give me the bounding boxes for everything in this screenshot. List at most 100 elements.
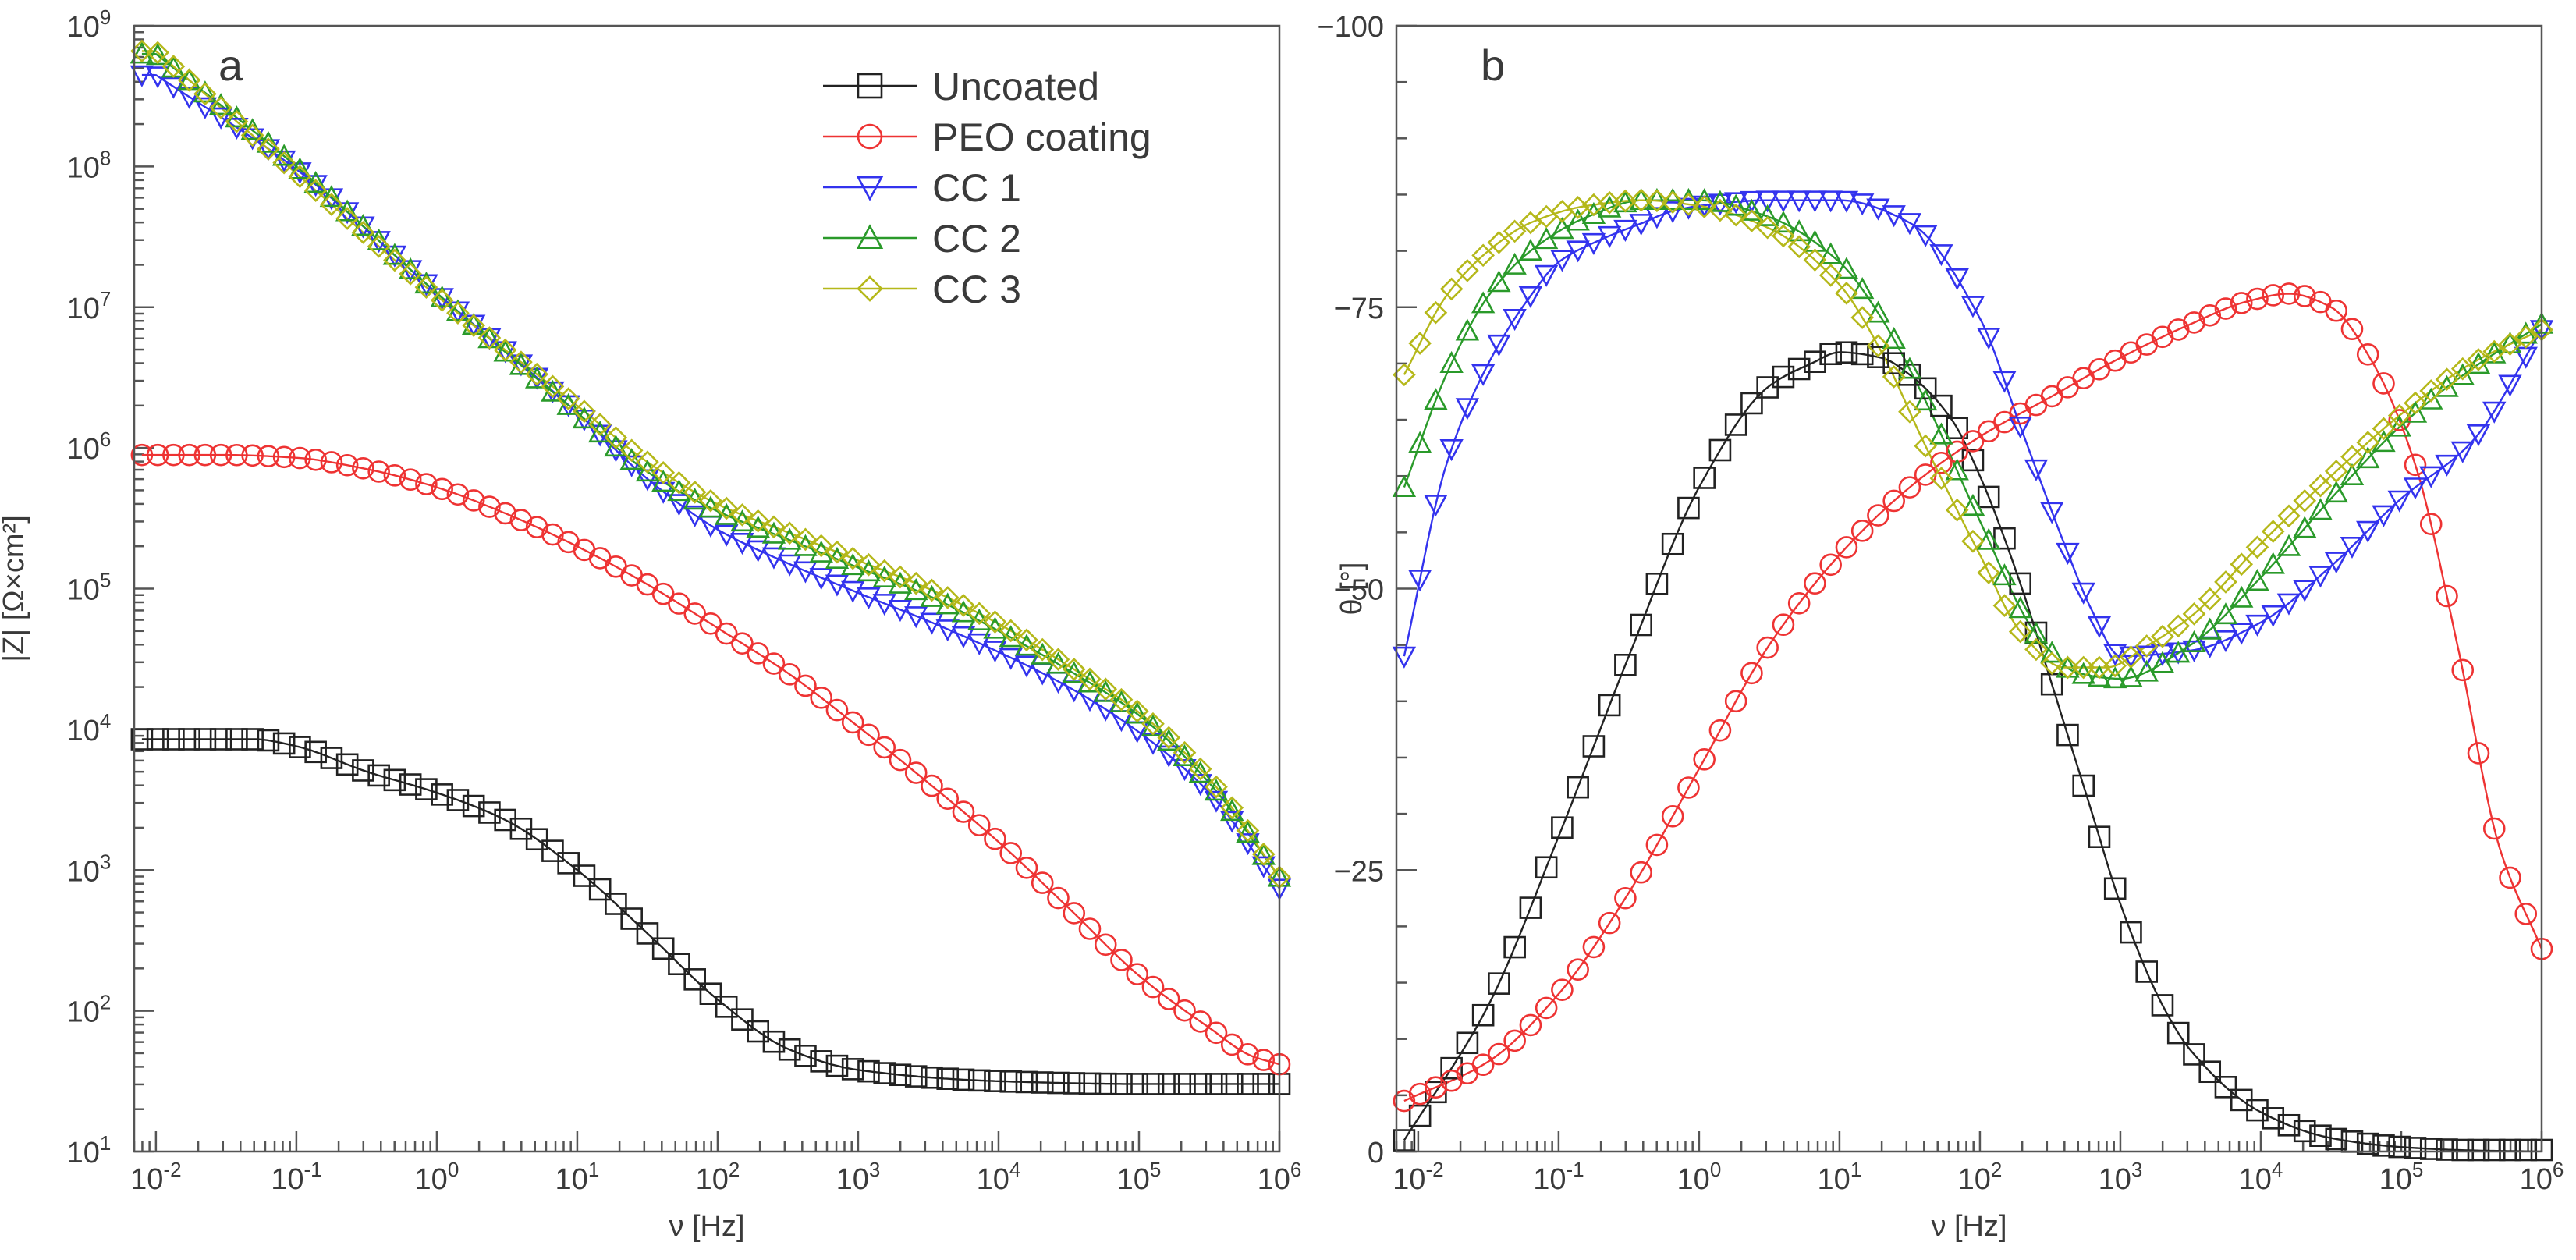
- data-point-triangle-down: [2387, 490, 2411, 513]
- data-point-square: [178, 728, 200, 751]
- data-point-diamond: [889, 565, 912, 589]
- data-point-circle: [952, 800, 975, 823]
- data-point-square: [209, 728, 232, 751]
- data-point-diamond: [904, 571, 928, 595]
- data-point-square: [1740, 392, 1763, 415]
- data-point-diamond: [335, 207, 359, 230]
- data-point-diamond: [573, 399, 596, 424]
- data-point-square: [1425, 1081, 1447, 1104]
- data-point-square: [2451, 1138, 2475, 1162]
- data-point-triangle-up: [1407, 431, 1432, 453]
- data-point-triangle-up: [1392, 474, 1417, 497]
- data-point-triangle-up: [303, 171, 328, 193]
- data-point-diamond: [1945, 498, 1969, 522]
- data-point-square: [1835, 341, 1858, 364]
- data-point-circle: [1252, 1049, 1276, 1071]
- data-point-circle: [509, 509, 533, 531]
- data-point-circle: [810, 687, 833, 709]
- data-point-circle: [1157, 988, 1180, 1010]
- data-point-diamond: [146, 41, 169, 65]
- data-point-square: [857, 73, 883, 99]
- fit-line-uncoated: [141, 738, 1279, 1085]
- data-point-triangle-down: [1597, 225, 1622, 248]
- data-point-triangle-up: [2040, 641, 2064, 663]
- data-point-triangle-down: [1866, 198, 1890, 221]
- data-point-triangle-down: [1818, 190, 1843, 213]
- data-point-circle: [225, 443, 248, 467]
- data-point-square: [383, 768, 406, 792]
- data-point-triangle-up: [2024, 621, 2049, 644]
- data-point-square: [715, 996, 738, 1018]
- data-point-triangle-up: [271, 144, 296, 166]
- y-tick-label: 106: [67, 428, 112, 466]
- data-point-triangle-up: [1424, 388, 1448, 410]
- data-point-triangle-down: [1977, 328, 2001, 350]
- data-point-diamond: [320, 193, 343, 216]
- data-point-triangle-up: [2182, 630, 2206, 652]
- data-point-triangle-down: [1455, 398, 1480, 421]
- data-point-square: [825, 1054, 849, 1077]
- data-point-square: [2325, 1127, 2348, 1151]
- data-point-circle: [2436, 584, 2458, 608]
- data-point-circle: [1724, 690, 1747, 713]
- panel-b-markers: [1392, 187, 2554, 1162]
- legend-label: CC 2: [932, 217, 1021, 261]
- data-point-square: [1393, 1129, 1416, 1152]
- data-point-diamond: [1787, 235, 1811, 259]
- data-point-diamond: [1961, 529, 1985, 553]
- data-point-diamond: [651, 460, 676, 484]
- data-point-circle: [2166, 318, 2190, 341]
- data-point-triangle-down: [587, 424, 612, 447]
- data-point-triangle-up: [572, 406, 597, 429]
- impedance-modulus-panel: 10-2 10-1 100 101 102 103 104 105 106 101 102 103 10…: [0, 5, 1301, 1243]
- fit-line-cc3: [1403, 199, 2542, 669]
- data-point-circle: [699, 612, 722, 635]
- data-point-circle: [1488, 1042, 1510, 1066]
- data-point-diamond: [2435, 367, 2459, 392]
- data-point-diamond: [2498, 332, 2522, 356]
- data-point-square: [2514, 1138, 2538, 1162]
- data-point-triangle-up: [667, 479, 691, 502]
- data-point-triangle-down: [793, 561, 818, 584]
- data-point-triangle-down: [951, 626, 976, 649]
- data-point-triangle-down: [2230, 623, 2254, 645]
- data-point-diamond: [857, 275, 883, 302]
- data-point-square: [668, 953, 690, 975]
- data-point-diamond: [2214, 570, 2237, 594]
- data-point-circle: [1614, 886, 1637, 910]
- data-point-square: [162, 728, 185, 751]
- data-point-triangle-up: [351, 214, 375, 236]
- data-point-circle: [2499, 866, 2521, 889]
- data-point-diamond: [430, 289, 454, 312]
- data-point-diamond: [2482, 339, 2507, 364]
- data-point-square: [1630, 613, 1652, 637]
- data-point-triangle-down: [619, 455, 644, 477]
- data-point-diamond: [715, 496, 739, 520]
- data-point-triangle-down: [1439, 439, 1464, 462]
- data-point-triangle-down: [2482, 401, 2507, 424]
- data-point-square: [431, 783, 453, 806]
- data-point-circle: [1787, 592, 1811, 615]
- data-point-triangle-up: [1708, 190, 1733, 212]
- data-point-circle: [335, 453, 359, 477]
- data-point-square: [1677, 496, 1700, 520]
- data-point-triangle-up: [2372, 430, 2396, 453]
- data-point-square: [573, 864, 596, 887]
- data-point-square: [857, 1059, 880, 1083]
- data-point-triangle-down: [225, 117, 249, 140]
- data-point-triangle-up: [1914, 389, 1938, 411]
- data-point-triangle-up: [1062, 661, 1086, 683]
- data-point-square: [1252, 1073, 1276, 1095]
- data-point-diamond: [2277, 504, 2301, 528]
- data-point-square: [525, 828, 548, 851]
- x-tick-label: 103: [836, 1158, 881, 1196]
- data-point-circle: [873, 736, 896, 759]
- data-point-diamond: [2387, 403, 2411, 428]
- data-point-diamond: [1882, 365, 1906, 389]
- data-point-diamond: [1803, 248, 1827, 272]
- data-point-diamond: [604, 426, 628, 449]
- data-point-triangle-up: [1487, 270, 1511, 293]
- data-point-triangle-down: [841, 580, 865, 603]
- data-point-triangle-up: [2293, 516, 2317, 538]
- data-point-diamond: [1645, 189, 1669, 213]
